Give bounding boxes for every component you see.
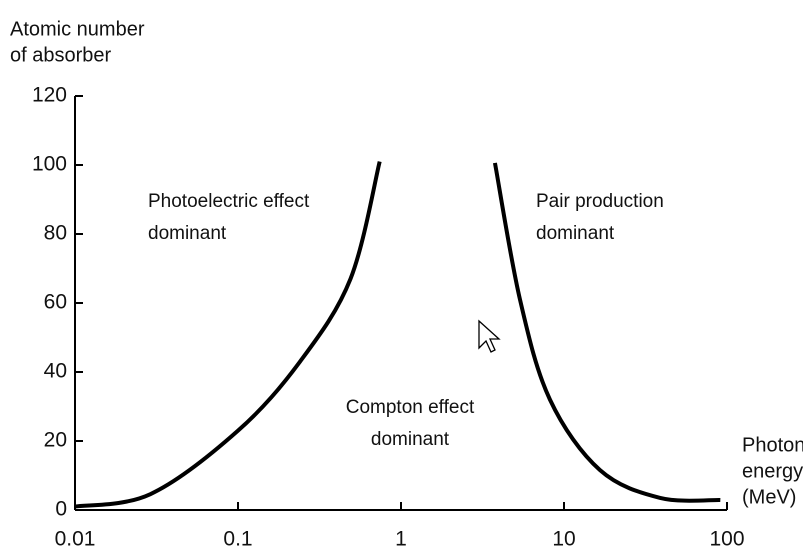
annotation: dominant: [371, 429, 450, 450]
annotation: dominant: [536, 223, 615, 244]
x-tick-label: 100: [709, 528, 744, 551]
y-tick-label: 40: [44, 360, 67, 383]
x-tick-label: 1: [395, 528, 407, 551]
x-tick-label: 0.01: [55, 528, 96, 551]
curve: [492, 162, 721, 503]
y-tick-label: 60: [44, 291, 67, 314]
annotation: Pair production: [536, 191, 664, 212]
annotation: dominant: [148, 223, 227, 244]
x-tick-label: 0.1: [223, 528, 252, 551]
y-tick-label: 100: [32, 153, 67, 176]
y-tick-label: 80: [44, 222, 67, 245]
y-tick-label: 120: [32, 84, 67, 107]
curve: [74, 161, 382, 509]
x-tick-label: 10: [552, 528, 575, 551]
annotation: Photoelectric effect: [148, 191, 310, 212]
y-axis-label: Atomic number: [10, 18, 145, 40]
y-tick-label: 20: [44, 429, 67, 452]
x-axis-label: (MeV): [742, 486, 796, 508]
x-axis-label: Photon: [742, 434, 803, 456]
mouse-cursor: [478, 319, 501, 353]
y-tick-label: 0: [55, 498, 67, 521]
x-axis-label: energy: [742, 460, 803, 482]
annotation: Compton effect: [346, 397, 475, 418]
y-axis-label: of absorber: [10, 44, 112, 66]
